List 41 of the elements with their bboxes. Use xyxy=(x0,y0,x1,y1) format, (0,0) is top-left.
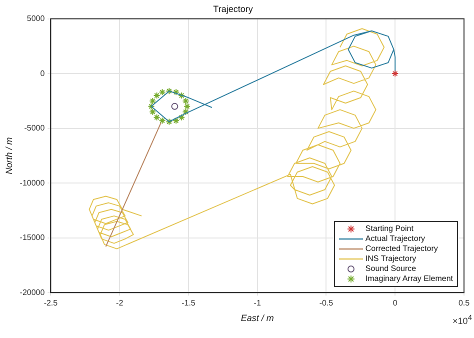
point xyxy=(153,92,160,99)
x-tick-label: -2 xyxy=(116,298,124,308)
legend-label: INS Trajectory xyxy=(365,254,416,264)
y-axis-title: North / m xyxy=(4,136,14,174)
point xyxy=(149,97,156,104)
point xyxy=(392,70,399,78)
x-tick-label: 0.5 xyxy=(458,298,470,308)
x-tick-label: 0 xyxy=(392,298,398,308)
y-tick-label: -10000 xyxy=(20,178,46,188)
point xyxy=(182,97,190,104)
y-tick-label: 5000 xyxy=(26,14,46,24)
point xyxy=(178,92,186,99)
legend-label: Starting Point xyxy=(365,224,414,234)
point xyxy=(149,108,156,116)
x-tick-label: -2.5 xyxy=(44,298,58,308)
legend-label: Sound Source xyxy=(365,264,416,274)
text: ×10$^{4}$ xyxy=(452,312,472,326)
x-tick-label: -1.5 xyxy=(182,298,196,308)
x-tick-label: -1 xyxy=(254,298,262,308)
point xyxy=(184,102,191,110)
x-tick-label: -0.5 xyxy=(319,298,334,308)
point xyxy=(148,102,155,110)
legend-label: Corrected Trajectory xyxy=(365,244,438,254)
point xyxy=(158,88,166,96)
point xyxy=(166,88,173,95)
point xyxy=(172,117,180,124)
y-tick-label: -15000 xyxy=(20,233,46,242)
y-tick-label: -5000 xyxy=(24,124,46,133)
point xyxy=(166,118,173,126)
point xyxy=(172,88,180,96)
point xyxy=(153,114,160,121)
y-tick-label: -20000 xyxy=(20,288,46,297)
legend-label: Actual Trajectory xyxy=(365,234,425,244)
point xyxy=(182,108,190,116)
point xyxy=(158,117,166,124)
y-tick-label: 0 xyxy=(40,68,46,78)
legend-label: Imaginary Array Element xyxy=(365,274,453,284)
point xyxy=(178,114,186,121)
point xyxy=(171,102,178,110)
chart-title: Trajectory xyxy=(213,4,254,14)
x-axis-title: East / m xyxy=(240,313,274,324)
